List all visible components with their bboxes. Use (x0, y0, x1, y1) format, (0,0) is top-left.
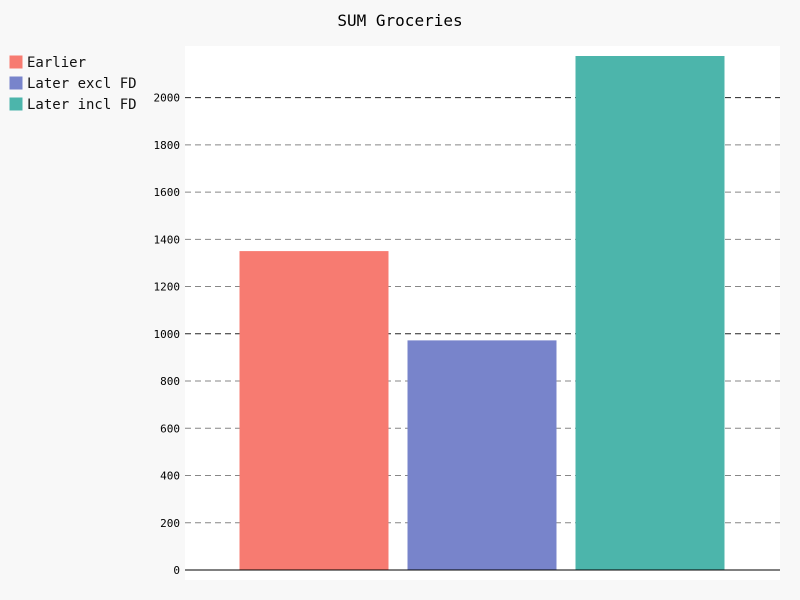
legend-swatch (9, 97, 23, 111)
bar-earlier (239, 251, 389, 571)
y-tick-label: 200 (160, 517, 180, 530)
y-axis-ticks: 0 200 400 600 800 1000 1200 1400 1600 1800 2000 (154, 92, 181, 577)
legend-label: Earlier (27, 55, 86, 71)
y-tick-label: 400 (160, 470, 180, 483)
y-tick-label: 1000 (154, 328, 181, 341)
y-tick-label: 800 (160, 375, 180, 388)
chart-title: SUM Groceries (337, 11, 462, 30)
bar-later-excl-fd (407, 340, 557, 571)
bar-later-incl-fd (575, 56, 725, 571)
y-tick-label: 1600 (154, 186, 181, 199)
legend-label: Later incl FD (27, 97, 137, 113)
y-tick-label: 1800 (154, 139, 181, 152)
y-tick-label: 2000 (154, 92, 181, 105)
legend-swatch (9, 76, 23, 90)
legend-label: Later excl FD (27, 76, 137, 92)
bars (239, 56, 725, 571)
y-tick-label: 1200 (154, 281, 181, 294)
y-tick-label: 600 (160, 422, 180, 435)
legend-swatch (9, 55, 23, 69)
legend: Earlier Later excl FD Later incl FD (9, 55, 137, 113)
y-tick-label: 1400 (154, 233, 181, 246)
y-tick-label: 0 (173, 564, 180, 577)
